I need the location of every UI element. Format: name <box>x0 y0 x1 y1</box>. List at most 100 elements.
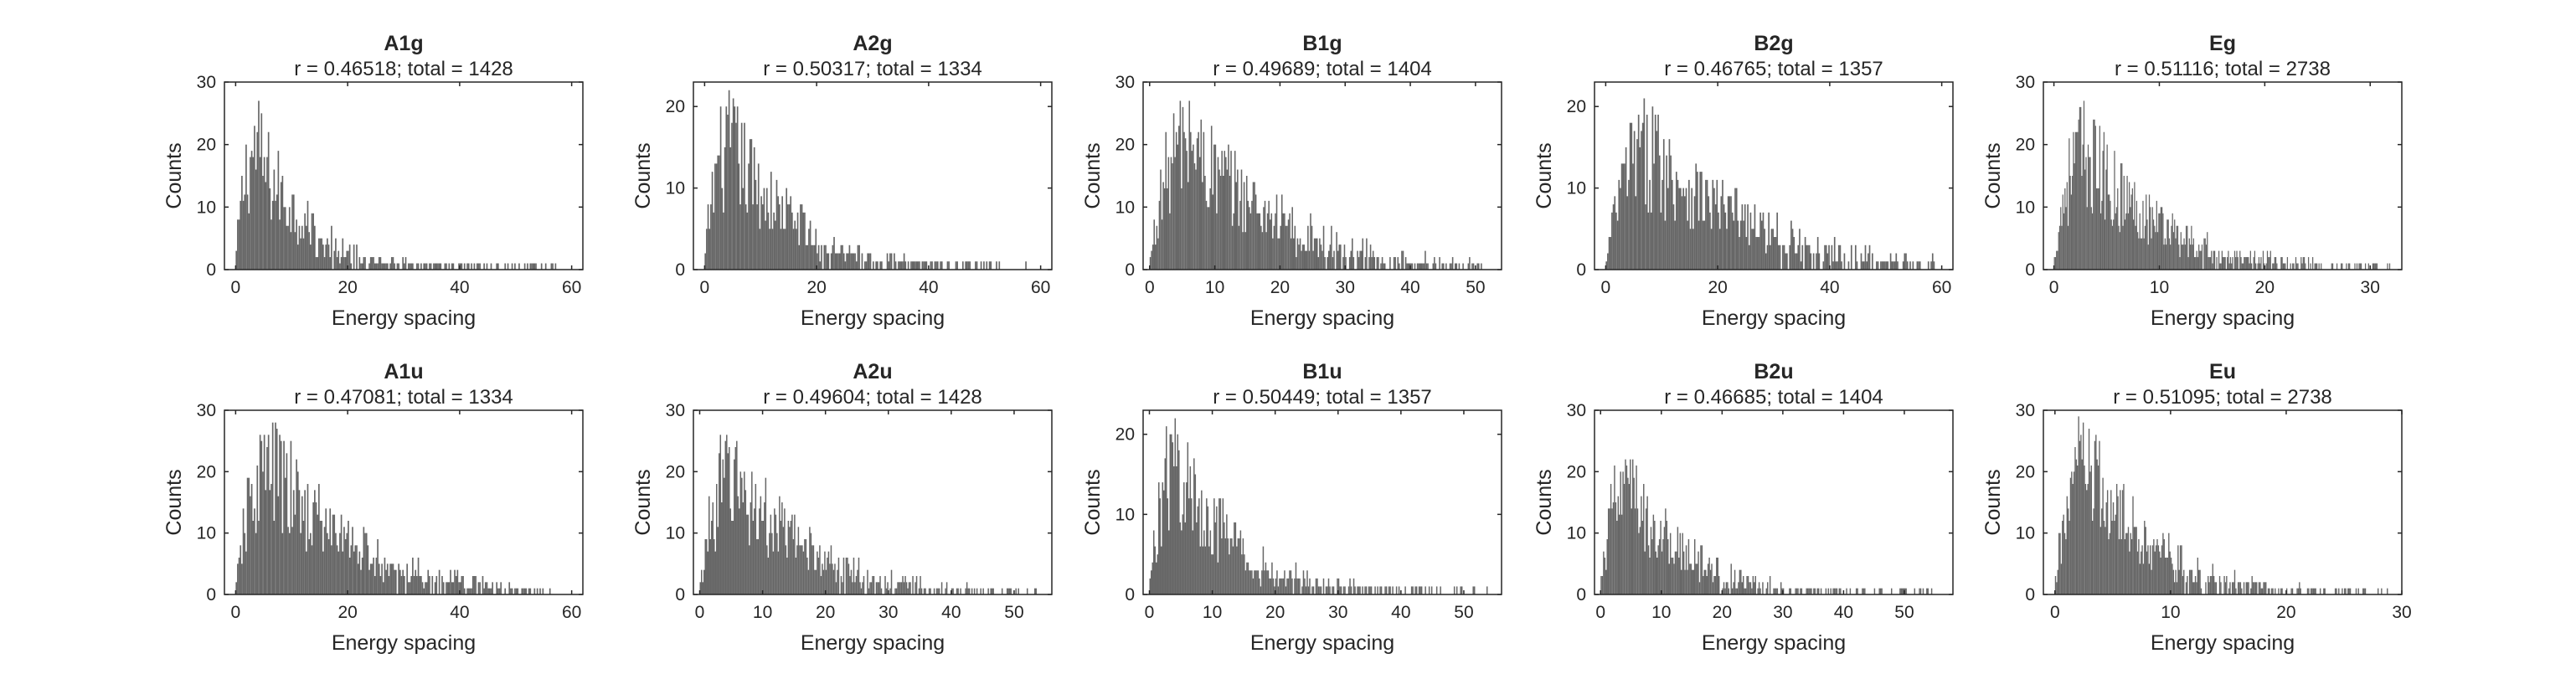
histogram-bar <box>804 539 806 594</box>
histogram-bar <box>1332 586 1333 594</box>
histogram-bar <box>905 582 908 594</box>
histogram-bar <box>704 253 707 270</box>
histogram-bar <box>1155 244 1157 270</box>
histogram-bar <box>2128 182 2130 270</box>
histogram-bar <box>1257 213 1260 270</box>
histogram-bar <box>920 588 923 594</box>
histogram-bar <box>719 155 720 270</box>
histogram-bar <box>2265 582 2267 594</box>
histogram-bar <box>912 576 914 594</box>
histogram-bar <box>1172 113 1175 270</box>
histogram-bar <box>1893 261 1894 270</box>
histogram-bar <box>2076 131 2078 270</box>
histogram-bar <box>863 576 865 594</box>
histogram-bar <box>2138 539 2140 594</box>
histogram-bar <box>2091 213 2094 270</box>
histogram-bar <box>1866 261 1868 270</box>
histogram-bar <box>531 263 533 270</box>
histogram-bar <box>2105 169 2107 270</box>
histogram-bar <box>2114 151 2115 270</box>
histogram-bar <box>438 263 440 270</box>
histogram-bar <box>448 582 451 594</box>
histogram-bar <box>416 263 418 270</box>
histogram-bar <box>523 588 524 594</box>
histogram-bar <box>2254 582 2257 594</box>
histogram-bar <box>724 147 726 270</box>
histogram-bar <box>344 257 347 270</box>
x-tick-label: 0 <box>700 278 710 297</box>
histogram-bar <box>1308 250 1311 270</box>
histogram-bar <box>340 257 343 270</box>
histogram-bar <box>1693 196 1696 270</box>
histogram-bar <box>1290 238 1292 270</box>
histogram-bar <box>914 261 916 270</box>
histogram-bar <box>1352 257 1355 270</box>
histogram-bar <box>2237 257 2239 270</box>
histogram-bar <box>1337 578 1338 594</box>
histogram-bar <box>361 263 363 270</box>
histogram-bar <box>496 582 498 594</box>
histogram-bar <box>1352 578 1355 594</box>
histogram-bar <box>960 588 961 594</box>
histogram-bar <box>2340 263 2342 270</box>
histogram-bar <box>404 263 405 270</box>
histogram-bar <box>2387 588 2388 594</box>
histogram-bar <box>1814 588 1816 594</box>
histogram-bar <box>2261 588 2264 594</box>
histogram-bar <box>1411 263 1414 270</box>
histogram-bar <box>750 139 753 270</box>
histogram-bar <box>2154 551 2156 594</box>
histogram-bar <box>1282 578 1285 594</box>
histogram-bar <box>1441 263 1443 270</box>
histogram-bar <box>484 582 487 594</box>
histogram-bar <box>1229 538 1232 594</box>
histogram-bar <box>315 257 317 270</box>
histogram-bar <box>2318 263 2320 270</box>
x-tick-label: 0 <box>695 603 705 622</box>
histogram-bar <box>2232 257 2233 270</box>
histogram-bar <box>348 558 351 594</box>
histogram-bar <box>790 521 792 594</box>
histogram-bar <box>1256 213 1258 270</box>
histogram-bar <box>1225 157 1227 270</box>
histogram-bar <box>1770 229 1773 270</box>
histogram-bar <box>1773 588 1775 594</box>
histogram-bar <box>1182 106 1184 270</box>
histogram-bar <box>1670 155 1672 270</box>
histogram-bar <box>528 588 530 594</box>
histogram-bar <box>888 261 890 270</box>
histogram-bar <box>1630 459 1631 594</box>
histogram-bar <box>1737 220 1739 270</box>
histogram-bar <box>1362 238 1364 270</box>
x-tick-label: 30 <box>1773 603 1792 622</box>
histogram-bar <box>339 533 341 594</box>
histogram-bar <box>2156 232 2159 270</box>
histogram-bar <box>834 253 837 270</box>
histogram-bar <box>827 558 828 594</box>
histogram-bar <box>1301 244 1304 270</box>
histogram-bar <box>1217 562 1219 594</box>
histogram-bar <box>791 212 793 270</box>
histogram-bar <box>1906 261 1909 270</box>
histogram-bar <box>2150 207 2151 270</box>
histogram-bar <box>1160 169 1162 270</box>
histogram-bar <box>358 257 361 270</box>
histogram-bar <box>1261 570 1263 594</box>
histogram-bar <box>2105 502 2107 594</box>
histogram-bar <box>2143 238 2145 270</box>
y-tick-label: 20 <box>1115 136 1135 155</box>
histogram-bar <box>2126 176 2128 270</box>
histogram-bar <box>1274 586 1275 594</box>
histogram-bar <box>1151 562 1154 594</box>
histogram-bar <box>1839 244 1842 270</box>
histogram-bar <box>1254 570 1255 594</box>
histogram-bar <box>327 244 330 270</box>
histogram-bar <box>829 563 831 594</box>
y-axis-label: Counts <box>1533 469 1556 535</box>
histogram-bar <box>817 244 820 270</box>
histogram-bar <box>2074 131 2077 270</box>
histogram-bar <box>1699 172 1702 270</box>
histogram-bar <box>2307 257 2310 270</box>
histogram-bar <box>1389 586 1391 594</box>
